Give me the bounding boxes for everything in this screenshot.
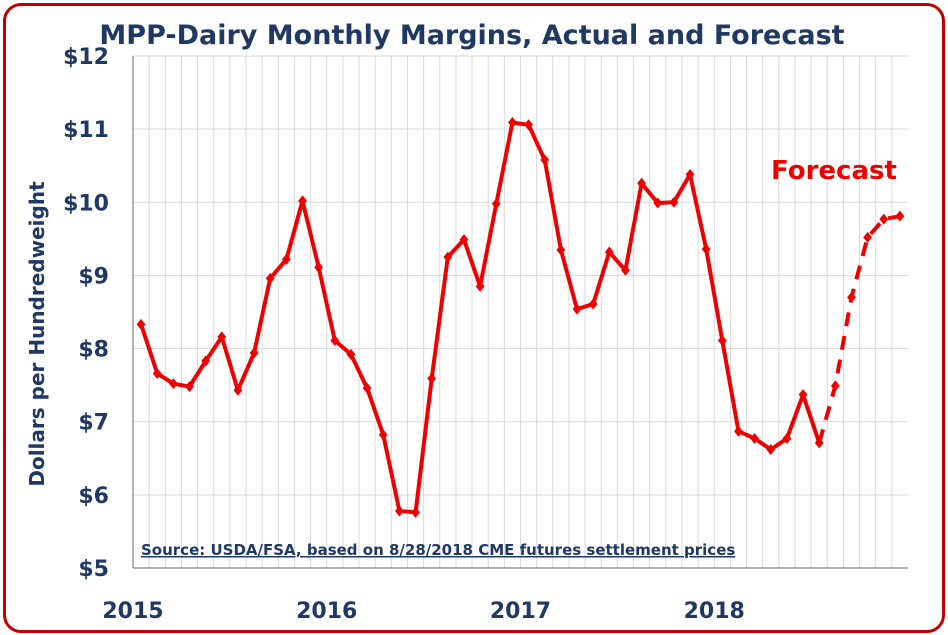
data-point <box>830 380 840 392</box>
data-point <box>362 382 372 394</box>
data-point <box>572 303 582 315</box>
data-point <box>298 195 307 207</box>
data-point <box>378 429 388 441</box>
data-point <box>653 197 663 209</box>
data-point <box>669 196 679 208</box>
y-tick-label: $12 <box>63 45 109 70</box>
data-point <box>330 335 340 347</box>
y-axis-label: Dollars per Hundredweight <box>25 181 49 487</box>
chart-title: MPP-Dairy Monthly Margins, Actual and Fo… <box>99 20 844 51</box>
data-point <box>201 355 211 367</box>
data-point <box>604 246 614 258</box>
y-tick-label: $11 <box>63 118 109 143</box>
y-tick-label: $5 <box>78 557 109 582</box>
data-point <box>863 231 873 243</box>
data-point <box>879 213 889 225</box>
data-point <box>411 506 420 518</box>
data-point <box>443 251 453 263</box>
data-point <box>847 291 856 303</box>
x-tick-label: 2017 <box>490 599 551 624</box>
data-point <box>217 331 227 343</box>
y-tick-label: $7 <box>78 411 109 436</box>
x-tick-label: 2015 <box>102 599 163 624</box>
data-point <box>750 433 760 445</box>
data-point <box>782 433 792 445</box>
data-point <box>152 367 162 379</box>
data-point <box>346 348 356 360</box>
chart-frame: $5 $6 $7 $8 $9 $10 $11 $12 2015 2016 2017 2018 MPP-… <box>3 3 945 633</box>
y-tick-label: $6 <box>78 484 109 509</box>
data-point <box>701 243 711 255</box>
y-tick-label: $10 <box>63 191 109 216</box>
data-point <box>475 280 485 292</box>
data-point <box>798 389 808 401</box>
data-point <box>314 261 324 273</box>
data-point <box>524 119 533 131</box>
data-point <box>136 318 146 330</box>
actual-series-line <box>139 120 822 515</box>
data-point <box>717 335 727 347</box>
data-point <box>766 444 776 456</box>
data-point <box>395 505 404 517</box>
y-tick-label: $8 <box>78 338 109 363</box>
data-point <box>185 381 194 393</box>
x-tick-label: 2018 <box>684 599 745 624</box>
chart: $5 $6 $7 $8 $9 $10 $11 $12 2015 2016 2017 2018 MPP-… <box>25 20 908 624</box>
data-point <box>621 264 630 276</box>
forecast-series-line <box>817 214 901 444</box>
forecast-annotation: Forecast <box>771 156 897 186</box>
data-point <box>491 198 501 210</box>
data-point <box>233 384 243 396</box>
source-note: Source: USDA/FSA, based on 8/28/2018 CME… <box>141 541 735 559</box>
data-point <box>540 154 550 166</box>
data-point <box>588 298 598 310</box>
data-point <box>168 378 178 390</box>
data-point <box>427 373 437 385</box>
y-tick-label: $9 <box>78 264 109 289</box>
data-point <box>281 253 291 265</box>
data-point <box>556 244 566 256</box>
x-tick-label: 2016 <box>296 599 357 624</box>
data-point <box>637 177 646 189</box>
data-point <box>685 168 695 180</box>
data-point <box>265 272 275 284</box>
data-point <box>734 425 743 437</box>
data-point <box>508 117 517 129</box>
data-point <box>459 234 469 246</box>
data-point <box>895 210 905 222</box>
